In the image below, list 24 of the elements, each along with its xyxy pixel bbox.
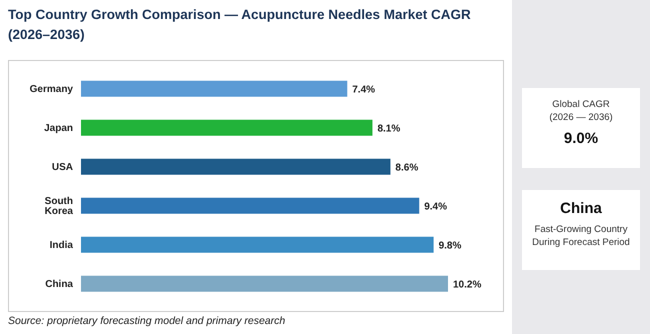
data-label: 7.4% — [352, 84, 376, 96]
y-tick-label: Japan — [44, 123, 73, 134]
data-label: 8.1% — [377, 123, 400, 134]
data-label: 8.6% — [395, 162, 418, 174]
data-label: 10.2% — [453, 279, 482, 290]
data-label: 9.8% — [438, 240, 462, 252]
bar — [81, 158, 390, 175]
chart-title: Top Country Growth Comparison — Acupuncture Needles Market CAGR (2026–2036) — [8, 6, 472, 44]
y-tick-label: Germany — [30, 84, 74, 96]
bar — [81, 198, 420, 214]
source-note: Source: proprietary forecasting model and primary research — [8, 315, 286, 327]
bar — [81, 276, 448, 292]
bar — [81, 80, 348, 97]
text: Fast-Growing Country During Forecast Period — [531, 223, 631, 249]
y-tick-label: China — [45, 279, 74, 290]
data-label: 9.4% — [424, 201, 448, 212]
y-tick-label: South Korea — [44, 196, 74, 218]
bar — [81, 236, 434, 253]
bar — [81, 120, 372, 136]
text: Global CAGR (2026 — 2036) — [548, 98, 614, 124]
y-tick-label: USA — [52, 162, 73, 174]
text: 9.0% — [562, 130, 600, 147]
text: China — [559, 200, 603, 217]
y-tick-label: India — [50, 240, 74, 252]
